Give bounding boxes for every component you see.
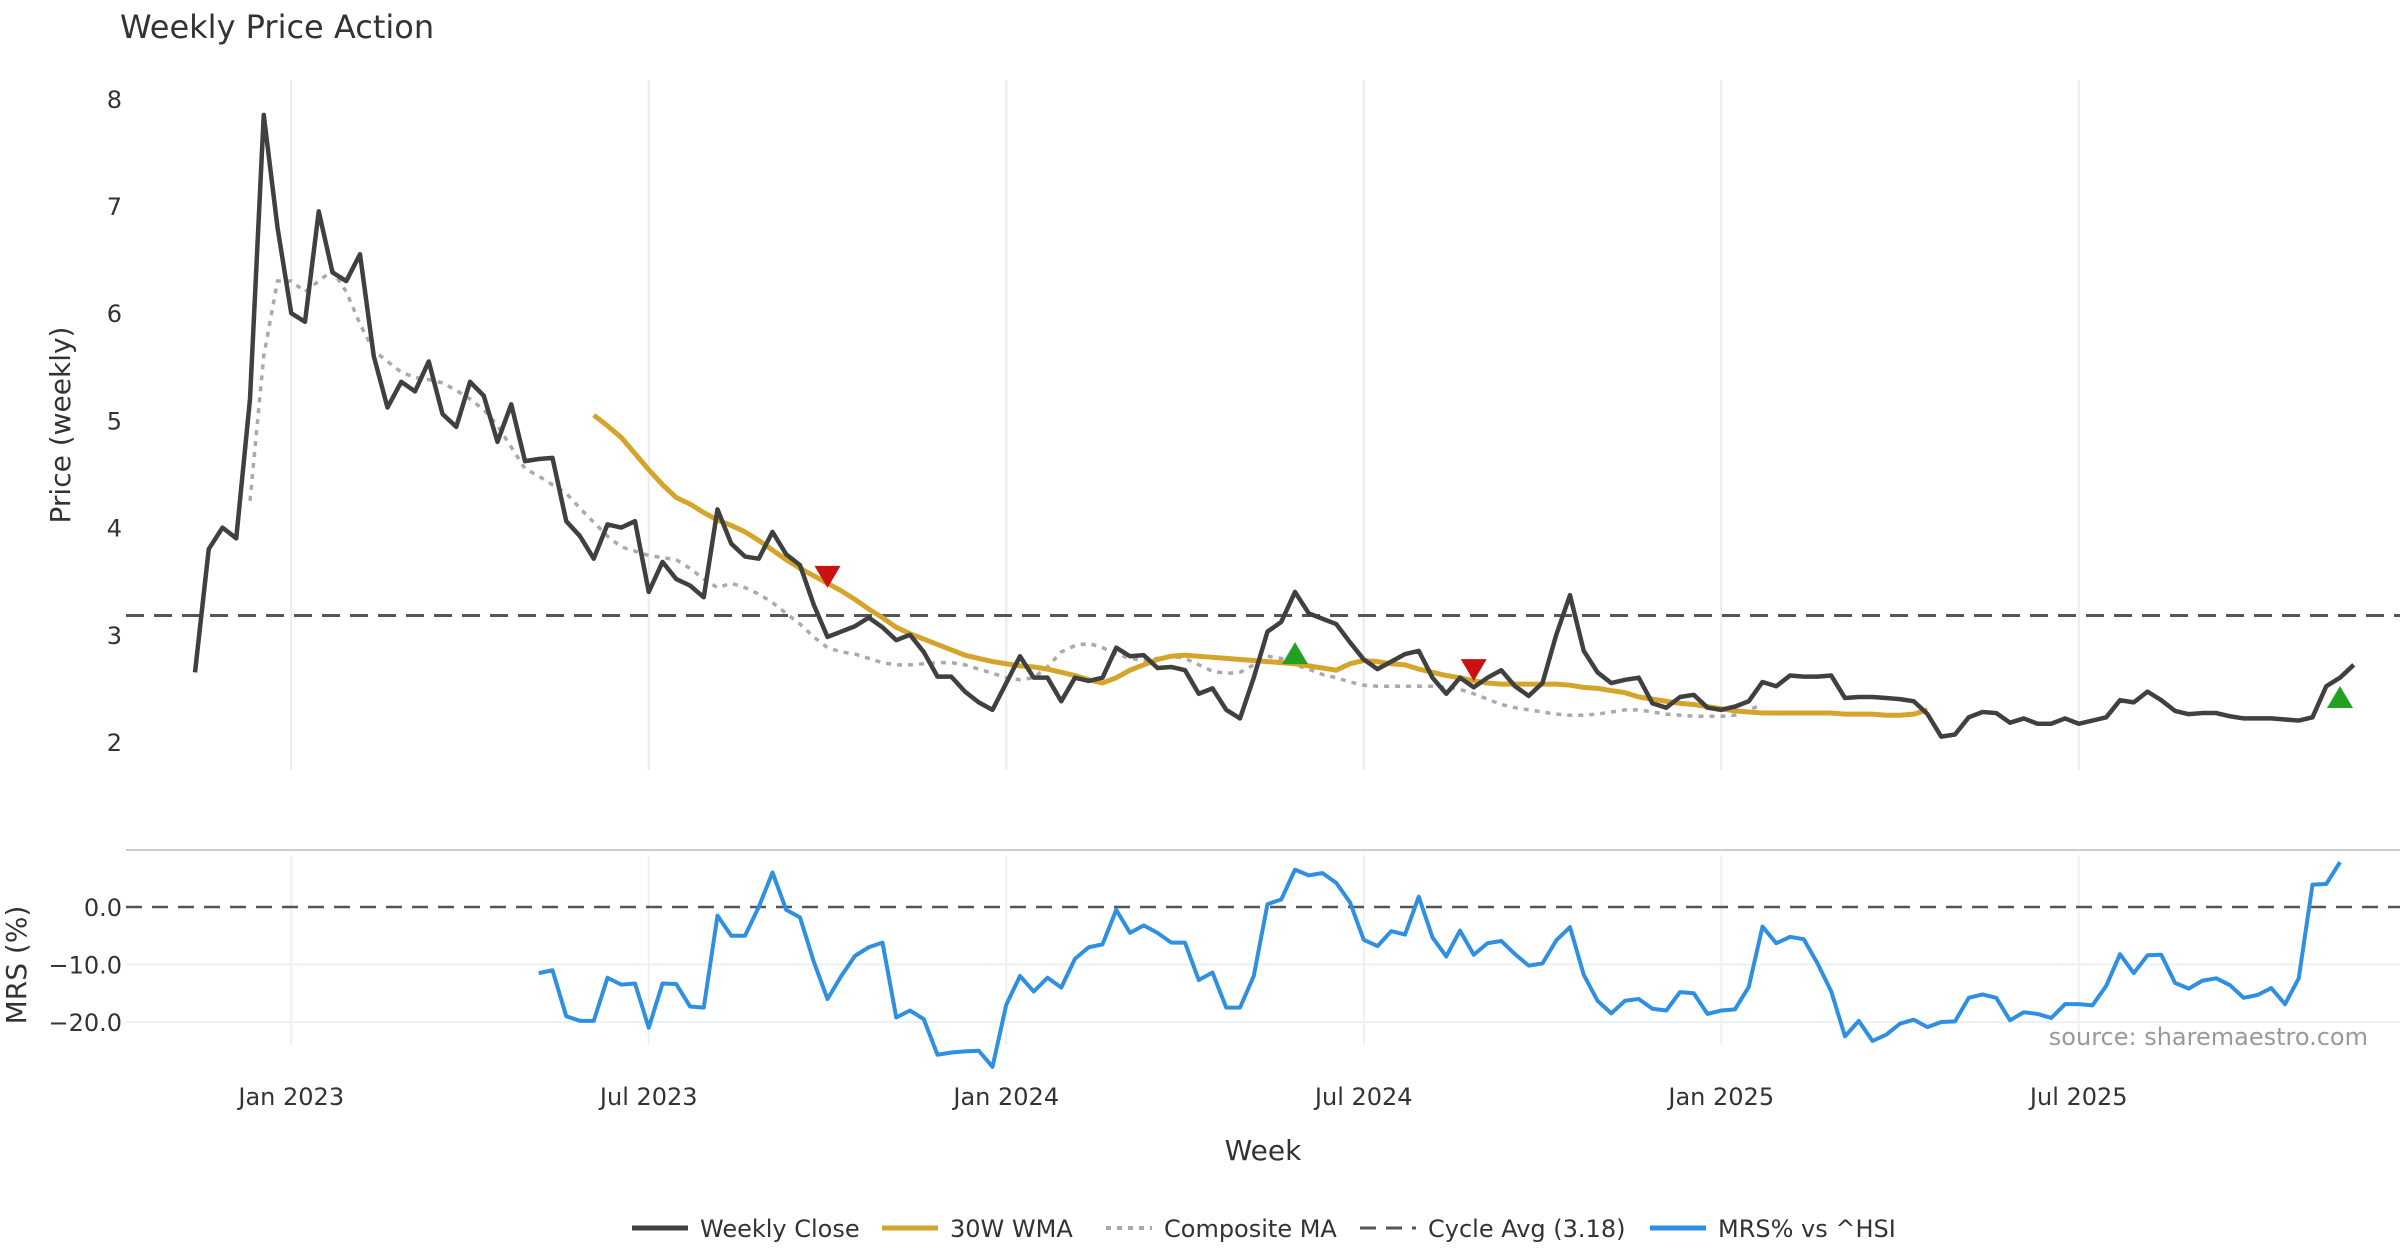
x-tick-label: Jul 2023: [598, 1083, 698, 1111]
mrs-y-ticks: 0.0 −10.0 −20.0: [48, 894, 122, 1037]
weekly-close-line: [192, 112, 2356, 739]
legend-label-mrs: MRS% vs ^HSI: [1718, 1215, 1896, 1243]
price-y-axis-label: Price (weekly): [44, 327, 77, 524]
source-note: source: sharemaestro.com: [2049, 1023, 2368, 1051]
sell-signal-marker: [814, 565, 841, 588]
legend-label-close: Weekly Close: [700, 1215, 860, 1243]
price-y-tick-label: 8: [107, 86, 122, 114]
x-tick-label: Jan 2024: [951, 1083, 1059, 1111]
price-y-tick-label: 2: [107, 729, 122, 757]
mrs-line: [538, 861, 2342, 1069]
legend-label-cycle: Cycle Avg (3.18): [1428, 1215, 1625, 1243]
price-y-tick-label: 5: [107, 407, 122, 435]
mrs-y-tick-label: −10.0: [48, 952, 122, 980]
price-panel: 2 3 4 5 6 7 8 Price (weekly): [44, 80, 2400, 770]
legend-label-composite: Composite MA: [1164, 1215, 1337, 1243]
buy-signal-marker: [1282, 642, 1308, 665]
legend: Weekly Close 30W WMA Composite MA Cycle …: [632, 1215, 1896, 1243]
mrs-y-tick-label: −20.0: [48, 1009, 122, 1037]
x-tick-label: Jan 2025: [1666, 1083, 1774, 1111]
x-tick-label: Jul 2025: [2028, 1083, 2128, 1111]
x-axis-label: Week: [1225, 1134, 1302, 1167]
mrs-y-tick-label: 0.0: [84, 894, 122, 922]
mrs-grid: [126, 855, 2400, 1045]
price-y-tick-label: 7: [107, 193, 122, 221]
legend-label-wma: 30W WMA: [950, 1215, 1073, 1243]
x-tick-label: Jan 2023: [236, 1083, 344, 1111]
price-y-tick-label: 4: [107, 515, 122, 543]
buy-signal-marker: [2327, 686, 2353, 709]
mrs-panel: 0.0 −10.0 −20.0 MRS (%) source: sharemaest…: [0, 855, 2400, 1069]
price-y-ticks: 2 3 4 5 6 7 8: [107, 86, 122, 757]
wma-30w-line: [592, 413, 1929, 718]
signal-markers: [814, 565, 2353, 709]
price-y-tick-label: 6: [107, 300, 122, 328]
price-y-tick-label: 3: [107, 622, 122, 650]
composite-ma-line: [248, 267, 1764, 719]
mrs-y-axis-label: MRS (%): [0, 906, 33, 1025]
price-grid: [290, 80, 2080, 770]
chart-title: Weekly Price Action: [120, 8, 434, 46]
x-axis-ticks: Jan 2023 Jul 2023 Jan 2024 Jul 2024 Jan 2025…: [236, 1083, 2127, 1111]
x-tick-label: Jul 2024: [1313, 1083, 1413, 1111]
sell-signal-marker: [1460, 659, 1487, 682]
